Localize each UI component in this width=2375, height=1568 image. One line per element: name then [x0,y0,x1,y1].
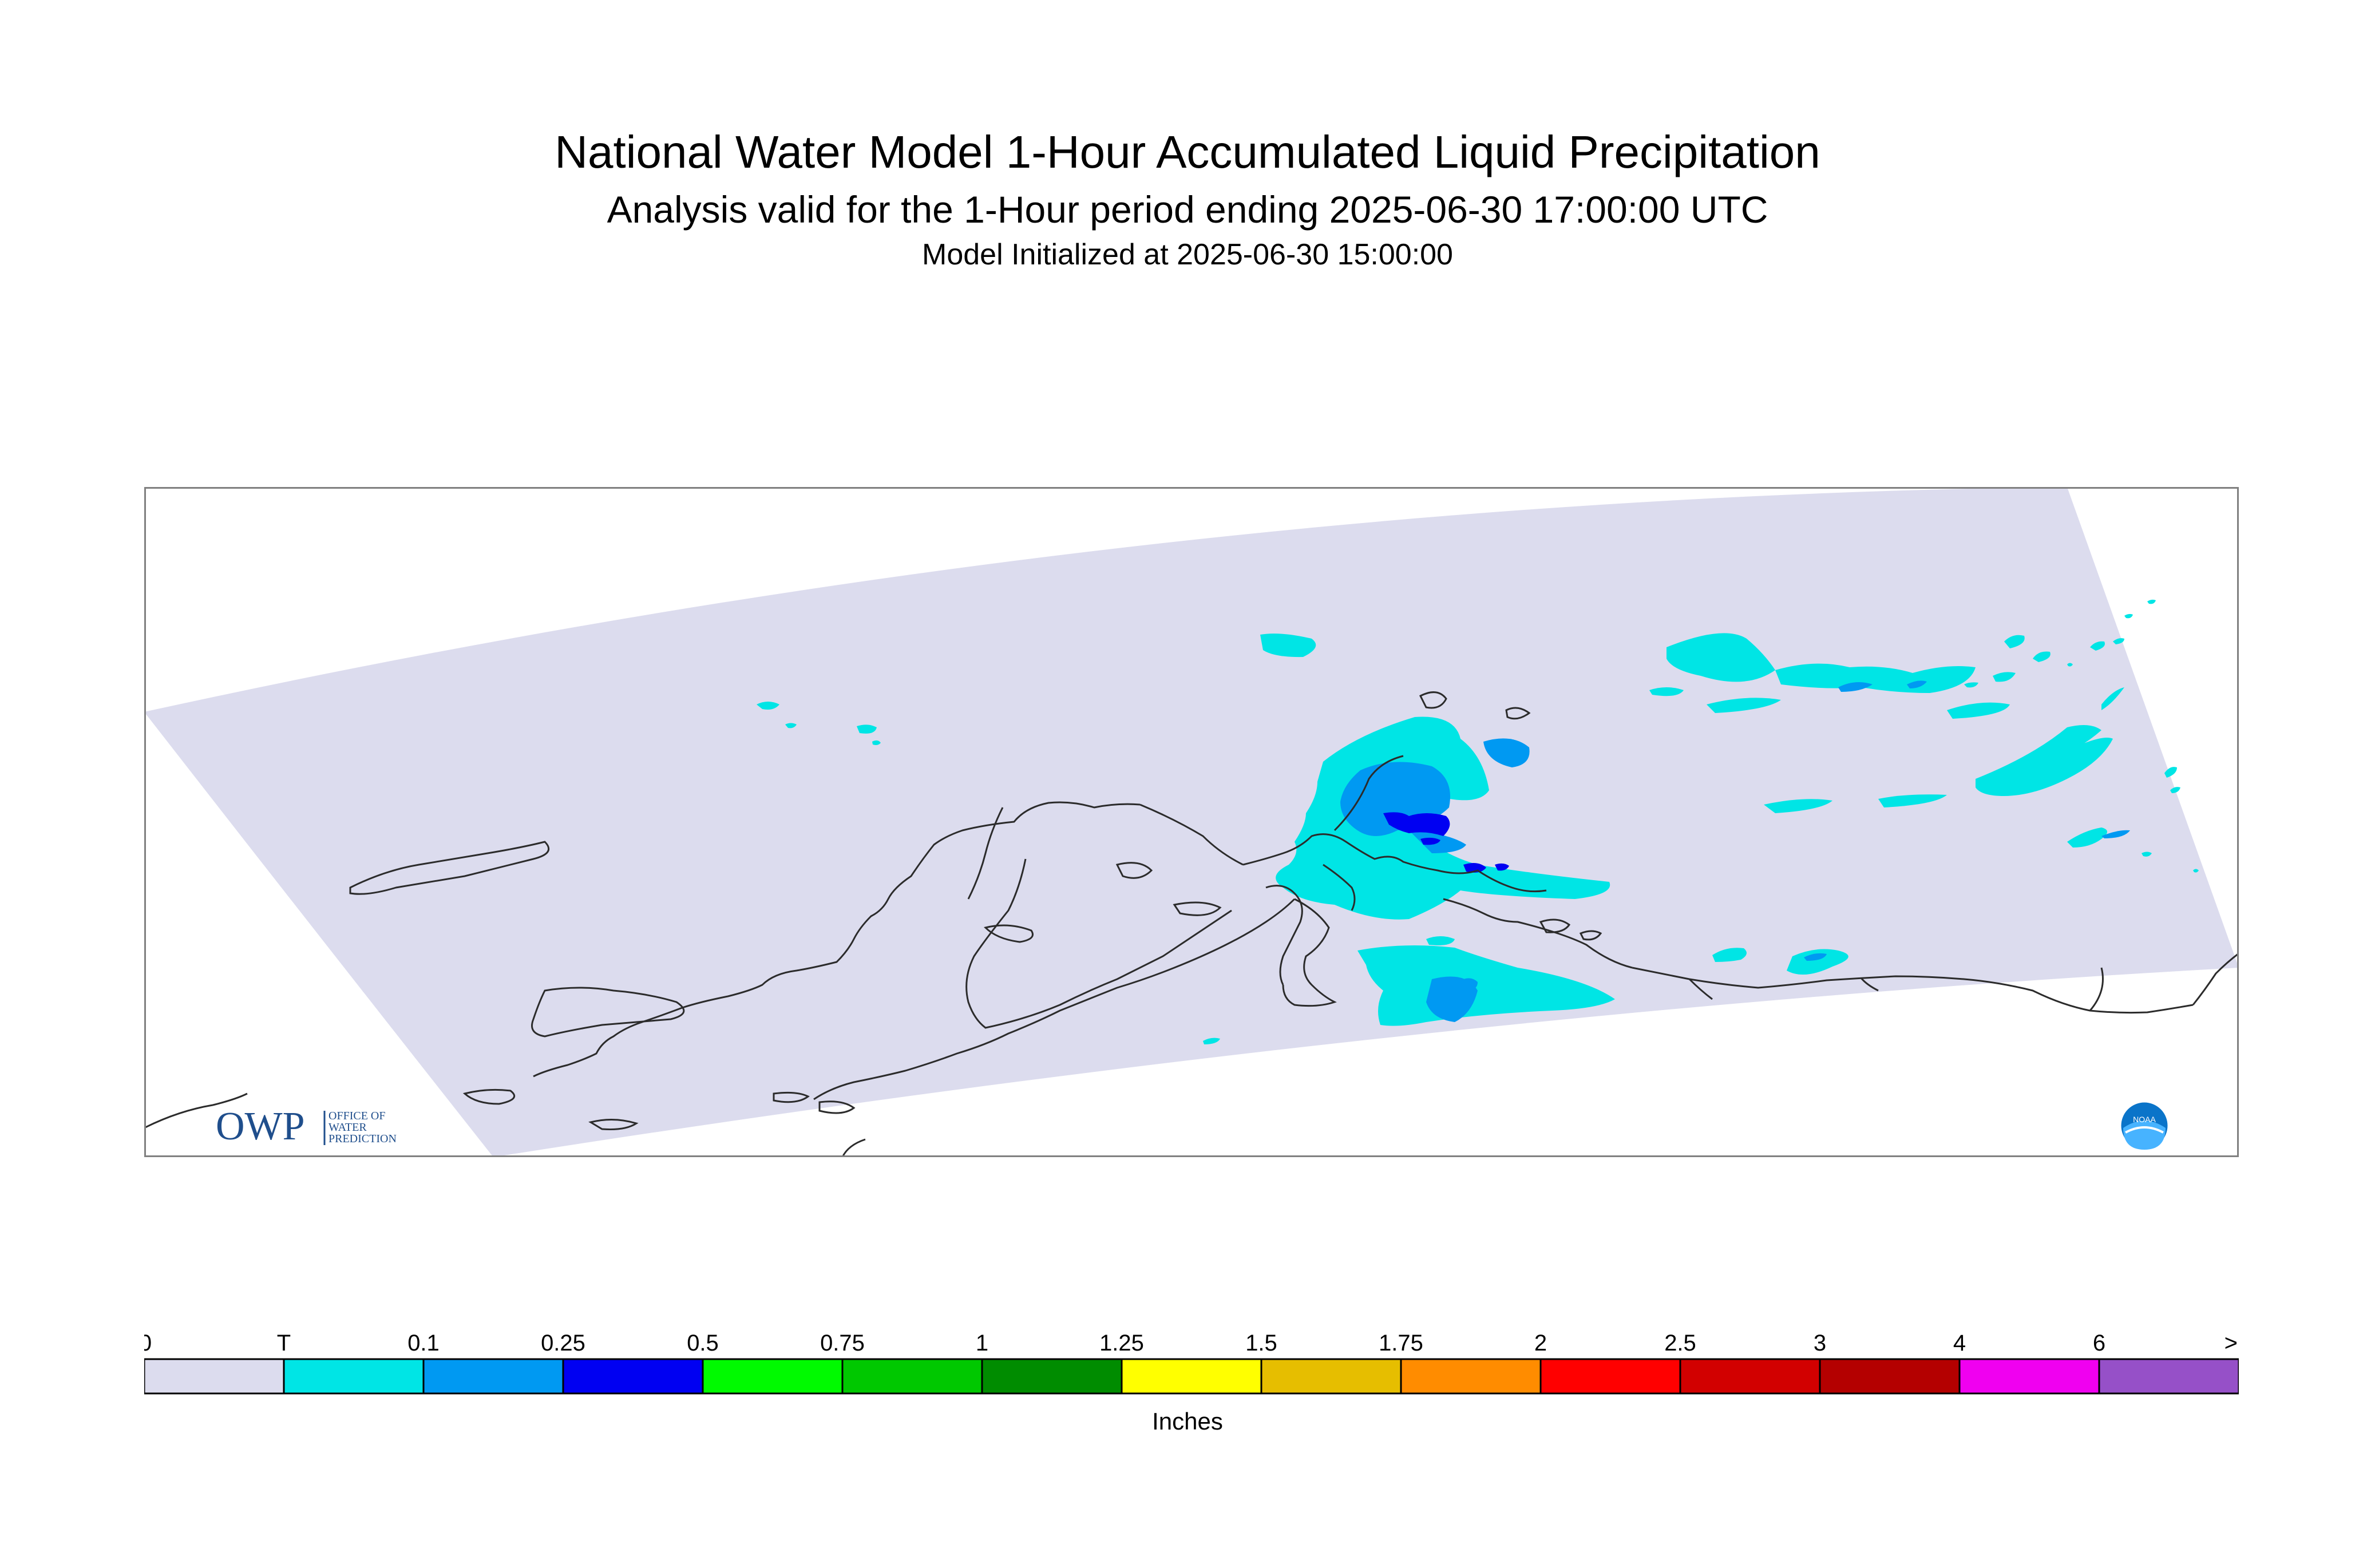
map-frame [144,487,2239,1157]
colorbar-box [1121,1358,1262,1395]
owp-logo-sub-3: PREDICTION [328,1133,397,1145]
precip-colorbar: 0 T 0.1 0.25 0.5 0.75 1 1.25 1.5 1.75 2 2.5 3 4 6 > [144,1331,2239,1395]
colorbar-tick-label: 6 [2093,1331,2105,1356]
model-domain-area [144,487,2239,1157]
colorbar-tick-label: T [277,1331,291,1356]
owp-logo: OWP OFFICE OF WATER PREDICTION [216,1104,397,1149]
colorbar-tick-label: 0.75 [820,1331,865,1356]
colorbar-box [1260,1358,1402,1395]
colorbar-boxes [144,1358,2239,1395]
colorbar-labels: 0 T 0.1 0.25 0.5 0.75 1 1.25 1.5 1.75 2 2.5 3 4 6 > [144,1331,2238,1356]
colorbar-box [1679,1358,1821,1395]
colorbar-unit-label: Inches [1152,1408,1223,1435]
owp-logo-sub-1: OFFICE OF [328,1110,385,1122]
colorbar-tick-label: 0 [144,1331,152,1356]
colorbar-box [283,1358,425,1395]
colorbar-box [702,1358,844,1395]
coastlines [144,691,2239,1157]
colorbar-box [1958,1358,2100,1395]
colorbar-box [422,1358,564,1395]
map-subtitle: Analysis valid for the 1-Hour period end… [607,188,1768,231]
precipitation-map: OWP OFFICE OF WATER PREDICTION NOAA [144,487,2239,1157]
owp-logo-sub-2: WATER [328,1121,367,1134]
owp-logo-text: OWP [216,1104,305,1149]
colorbar-tick-label: 0.5 [687,1331,719,1356]
colorbar-tick-label: 3 [1814,1331,1826,1356]
colorbar-tick-label: 1.5 [1245,1331,1277,1356]
colorbar-tick-label: 2.5 [1664,1331,1696,1356]
precip-moderate-areas [1383,812,1509,873]
colorbar-box [981,1358,1123,1395]
precip-trace-areas [757,599,2199,1044]
colorbar-tick-label: 1 [976,1331,988,1356]
colorbar-box [1539,1358,1681,1395]
colorbar-box [1400,1358,1542,1395]
colorbar-box [144,1358,285,1395]
colorbar-box [562,1358,704,1395]
model-init-line: Model Initialized at 2025-06-30 15:00:00 [922,238,1453,271]
colorbar-box [841,1358,983,1395]
colorbar-tick-label: > [2224,1331,2238,1356]
colorbar-box [2098,1358,2239,1395]
colorbar-tick-label: 2 [1534,1331,1547,1356]
colorbar-tick-label: 4 [1953,1331,1966,1356]
colorbar-box [1819,1358,1961,1395]
colorbar-tick-label: 1.25 [1099,1331,1144,1356]
colorbar-tick-label: 1.75 [1379,1331,1423,1356]
noaa-logo-text: NOAA [2133,1115,2156,1124]
colorbar-tick-label: 0.1 [407,1331,440,1356]
noaa-logo: NOAA [2119,1100,2170,1151]
colorbar-tick-label: 0.25 [541,1331,585,1356]
map-title: National Water Model 1-Hour Accumulated … [555,126,1820,177]
